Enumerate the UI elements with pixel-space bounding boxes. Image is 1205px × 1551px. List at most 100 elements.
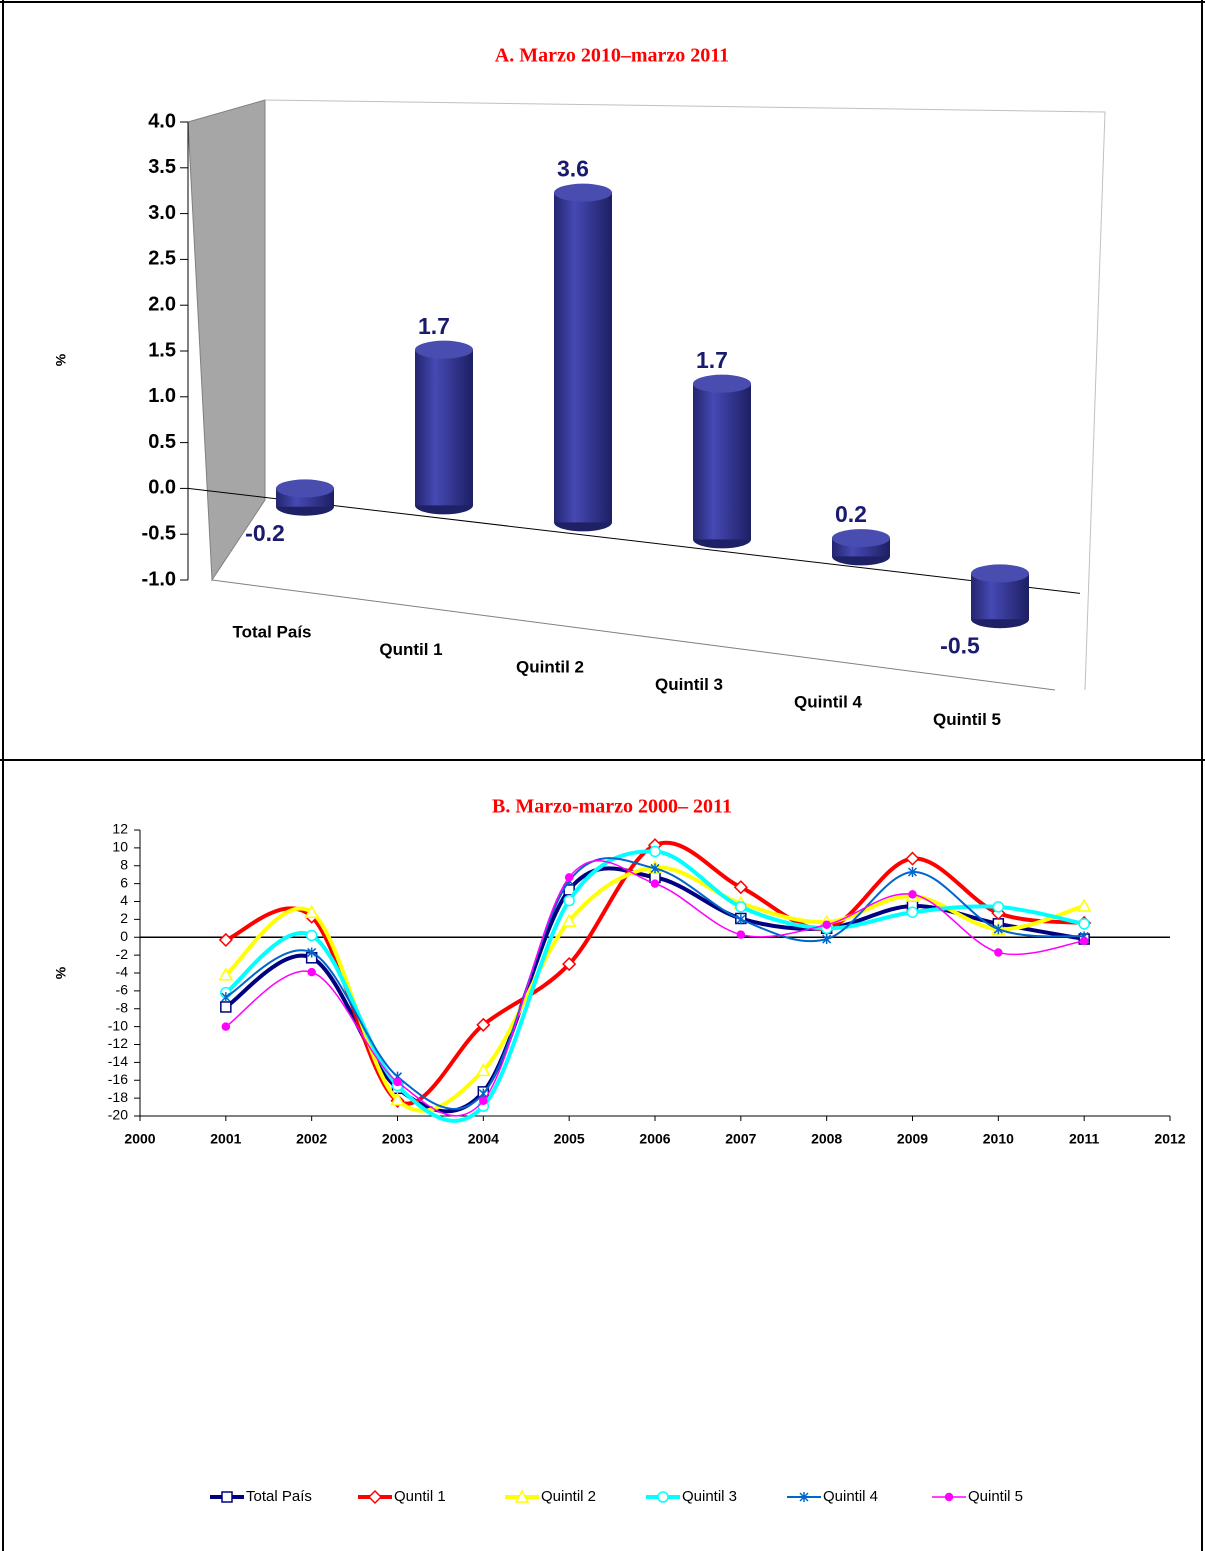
marker bbox=[907, 867, 918, 878]
legend-marker bbox=[799, 1492, 809, 1502]
y-tick-label: 0 bbox=[120, 928, 128, 944]
marker bbox=[476, 1062, 491, 1077]
y-axis-label: % bbox=[53, 966, 69, 979]
x-tick-label: 2005 bbox=[554, 1131, 585, 1147]
y-tick-label: -10 bbox=[108, 1017, 128, 1033]
x-tick-label: 2000 bbox=[124, 1131, 155, 1147]
chart-title: B. Marzo-marzo 2000– 2011 bbox=[492, 796, 732, 818]
data-label: 3.6 bbox=[557, 156, 589, 182]
y-tick-label: 2.5 bbox=[148, 248, 176, 270]
x-tick-label: 2012 bbox=[1154, 1131, 1185, 1147]
x-tick-label: 2004 bbox=[468, 1131, 499, 1147]
back-wall bbox=[264, 99, 1106, 691]
y-tick-label: 2 bbox=[120, 910, 128, 926]
marker bbox=[218, 932, 233, 947]
y-tick-label: 2.0 bbox=[148, 293, 176, 315]
marker bbox=[562, 957, 577, 972]
series-line bbox=[224, 849, 1085, 1123]
marker bbox=[1076, 898, 1092, 912]
marker bbox=[735, 901, 747, 913]
bar bbox=[276, 479, 334, 516]
marker bbox=[906, 906, 919, 918]
y-tick-label: -16 bbox=[108, 1071, 128, 1087]
y-tick-label: -4 bbox=[116, 964, 129, 980]
floor-edge bbox=[211, 579, 1056, 691]
marker bbox=[733, 880, 748, 895]
y-axis-label: % bbox=[53, 353, 69, 366]
marker bbox=[305, 929, 318, 942]
marker bbox=[220, 1001, 232, 1013]
marker bbox=[650, 879, 660, 888]
data-label: 1.7 bbox=[418, 313, 450, 339]
x-tick-label: 2001 bbox=[210, 1131, 241, 1147]
x-tick-label: Quntil 1 bbox=[379, 640, 442, 659]
x-tick-label: 2002 bbox=[296, 1131, 327, 1147]
y-tick-label: 3.0 bbox=[148, 202, 176, 224]
bar bbox=[693, 374, 751, 549]
marker bbox=[307, 947, 317, 958]
x-tick-label: Quintil 4 bbox=[794, 692, 863, 711]
marker bbox=[736, 930, 746, 939]
data-label: -0.5 bbox=[940, 632, 980, 658]
marker bbox=[908, 890, 917, 899]
marker bbox=[822, 920, 831, 929]
y-tick-label: 6 bbox=[120, 874, 128, 890]
y-tick-label: -0.5 bbox=[142, 522, 176, 544]
legend-marker bbox=[514, 1489, 530, 1503]
y-tick-label: 8 bbox=[120, 856, 128, 872]
marker bbox=[304, 904, 319, 918]
y-tick-label: 4 bbox=[120, 892, 128, 908]
chart-title: A. Marzo 2010–marzo 2011 bbox=[495, 45, 729, 67]
series-line bbox=[224, 865, 1085, 1113]
marker bbox=[393, 1077, 402, 1087]
legend-label: Quntil 1 bbox=[394, 1488, 446, 1505]
marker bbox=[649, 845, 661, 858]
x-tick-label: Quintil 3 bbox=[655, 675, 723, 694]
x-tick-label: 2008 bbox=[811, 1131, 842, 1147]
y-tick-label: 4.0 bbox=[148, 110, 176, 132]
y-tick-label: 12 bbox=[112, 821, 128, 837]
marker bbox=[905, 851, 920, 866]
marker bbox=[1079, 936, 1089, 946]
marker bbox=[993, 924, 1003, 935]
legend-label: Total País bbox=[246, 1488, 312, 1505]
x-tick-label: Quintil 5 bbox=[933, 710, 1001, 729]
y-tick-label: 0.5 bbox=[148, 431, 176, 453]
bar bbox=[971, 564, 1029, 629]
marker bbox=[1078, 918, 1090, 930]
y-tick-label: 1.5 bbox=[148, 339, 176, 361]
legend-marker bbox=[944, 1492, 954, 1502]
y-tick-label: -2 bbox=[116, 946, 129, 962]
x-tick-label: 2006 bbox=[639, 1131, 670, 1147]
legend-marker bbox=[367, 1489, 383, 1505]
x-tick-label: 2010 bbox=[983, 1131, 1014, 1147]
x-tick-label: 2011 bbox=[1069, 1131, 1100, 1147]
marker bbox=[390, 1092, 405, 1106]
x-tick-label: 2003 bbox=[382, 1131, 413, 1147]
marker bbox=[479, 1096, 488, 1106]
y-tick-label: -1.0 bbox=[142, 568, 176, 590]
x-tick-label: Total País bbox=[232, 622, 311, 641]
y-tick-label: -12 bbox=[108, 1035, 128, 1051]
bar bbox=[554, 183, 612, 532]
marker bbox=[476, 1017, 491, 1032]
legend-label: Quintil 3 bbox=[682, 1488, 737, 1505]
series-line bbox=[225, 860, 1085, 1117]
marker bbox=[994, 948, 1003, 957]
y-tick-label: -20 bbox=[108, 1107, 128, 1123]
marker bbox=[650, 863, 660, 874]
legend-label: Quintil 5 bbox=[968, 1488, 1023, 1505]
y-tick-label: 1.0 bbox=[148, 385, 176, 407]
y-tick-label: 10 bbox=[112, 839, 128, 855]
data-label: 0.2 bbox=[835, 501, 867, 527]
marker bbox=[563, 894, 575, 907]
x-tick-label: 2009 bbox=[897, 1131, 928, 1147]
series-line bbox=[224, 866, 1085, 1114]
y-tick-label: -6 bbox=[116, 982, 129, 998]
y-tick-label: -18 bbox=[108, 1089, 128, 1105]
marker bbox=[992, 901, 1005, 913]
marker bbox=[564, 873, 574, 882]
legend-marker bbox=[221, 1491, 233, 1503]
zero-line bbox=[187, 487, 1081, 594]
